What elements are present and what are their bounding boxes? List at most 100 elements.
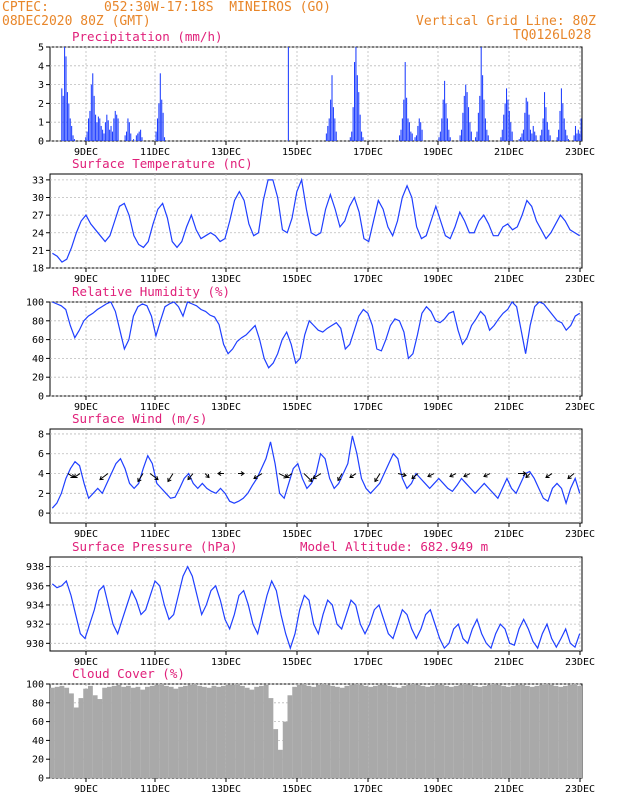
precip-bar xyxy=(444,80,446,141)
precip-bar xyxy=(504,103,506,141)
wind-arrow xyxy=(99,473,109,480)
precip-bar xyxy=(138,131,140,141)
cloud-bar xyxy=(244,687,250,778)
wind-arrow-head xyxy=(312,475,317,480)
precip-bar xyxy=(399,135,401,141)
rh-y-tick-label: 80 xyxy=(32,316,44,327)
temp-x-tick-label: 15DEC xyxy=(282,274,312,285)
precip-bar xyxy=(114,110,116,141)
precip-bar xyxy=(415,135,417,141)
rh-frame xyxy=(49,301,583,397)
precip-bar xyxy=(475,137,477,141)
cloud-bar xyxy=(577,685,583,778)
header-location: 052:30W-17:18S MINEIROS (GO) xyxy=(104,0,331,15)
precip-bar xyxy=(466,92,468,141)
pres-x-tick-label: 17DEC xyxy=(353,657,383,668)
cloud-bar xyxy=(344,685,350,778)
cloud-bar xyxy=(168,686,174,778)
precip-bar xyxy=(573,135,575,141)
wind-arrow xyxy=(545,473,553,478)
header-date: 08DEC2020 80Z (GMT) xyxy=(2,14,151,29)
wind-arrow xyxy=(73,473,81,478)
precip-bar xyxy=(480,47,482,141)
precip-bar xyxy=(438,137,440,141)
precip-x-tick-label: 15DEC xyxy=(282,147,312,158)
rh-line xyxy=(52,301,581,369)
wind-y-tick-label: 0 xyxy=(38,509,44,520)
pres-line xyxy=(51,565,581,651)
cloud-bar xyxy=(320,684,326,778)
precip-bar xyxy=(439,131,441,141)
precip-bar xyxy=(158,103,160,141)
cloud-x-tick-label: 13DEC xyxy=(211,784,241,795)
header-grid-note: Vertical Grid Line: 80Z xyxy=(416,14,597,29)
cloud-bar xyxy=(178,686,184,778)
cloud-bar xyxy=(339,687,345,778)
wind-arrow xyxy=(149,473,159,480)
precip-bar xyxy=(501,129,503,141)
wind-arrow-head xyxy=(525,473,530,479)
wind-arrow xyxy=(427,473,435,477)
cloud-bar xyxy=(173,688,179,778)
wind-y-tick-label: 6 xyxy=(38,449,44,460)
cloud-bar xyxy=(183,685,188,778)
cloud-bar xyxy=(411,684,416,778)
temp-y-tick-label: 21 xyxy=(32,246,44,257)
cloud-bar xyxy=(164,685,169,778)
cloud-x-tick-label: 9DEC xyxy=(74,784,98,795)
cloud-bar xyxy=(192,684,198,778)
wind-line xyxy=(51,435,581,509)
cloud-bar xyxy=(468,684,473,778)
precip-bar xyxy=(549,135,551,141)
precip-bar xyxy=(106,114,108,141)
wind-arrow-head xyxy=(483,473,488,478)
cloud-bar xyxy=(292,686,298,778)
cloud-bar xyxy=(434,684,440,778)
cloud-bar xyxy=(453,685,459,778)
precip-bar xyxy=(130,133,132,141)
wind-arrow-head xyxy=(427,473,432,478)
precip-bar xyxy=(107,120,109,141)
precip-bar xyxy=(358,92,360,141)
precip-bar xyxy=(529,129,531,141)
wind-y-tick-label: 2 xyxy=(38,489,44,500)
cloud-y-tick-label: 20 xyxy=(32,755,44,766)
precip-bar xyxy=(535,135,537,141)
precip-bar xyxy=(448,129,450,141)
cloud-bar xyxy=(301,684,307,778)
cloud-bar xyxy=(430,685,435,778)
precip-bar xyxy=(486,129,488,141)
precip-bar xyxy=(73,139,75,141)
cloud-bar xyxy=(159,684,165,778)
precip-bar xyxy=(418,118,420,141)
cloud-bar xyxy=(368,686,374,778)
precip-bar xyxy=(534,131,536,141)
cloud-bar xyxy=(444,685,450,778)
wind-x-tick-label: 15DEC xyxy=(282,529,312,540)
wind-arrow-head xyxy=(567,474,572,480)
precip-bar xyxy=(401,118,403,141)
precip-bar xyxy=(479,95,481,141)
cloud-bar xyxy=(149,685,155,778)
cloud-bar xyxy=(116,684,122,778)
cloud-bar xyxy=(263,684,269,778)
pres-x-tick-label: 21DEC xyxy=(494,657,524,668)
pres-x-tick-label: 15DEC xyxy=(282,657,312,668)
precip-bar xyxy=(351,131,353,141)
temp-x-tick-label: 17DEC xyxy=(353,274,383,285)
precip-x-tick-label: 9DEC xyxy=(74,147,98,158)
wind-arrow-head xyxy=(411,474,416,480)
precip-bar xyxy=(404,62,406,141)
temp-y-tick-label: 24 xyxy=(32,228,44,239)
wind-arrow xyxy=(285,473,293,478)
precip-bar xyxy=(559,110,561,141)
precip-bar xyxy=(327,125,329,141)
pres-frame xyxy=(49,556,583,652)
precip-bar xyxy=(441,118,443,141)
cloud-x-tick-label: 11DEC xyxy=(140,784,170,795)
cloud-bar xyxy=(254,686,260,778)
precip-bar xyxy=(61,88,63,141)
precip-bar xyxy=(406,97,408,141)
cloud-bar xyxy=(425,686,431,778)
precip-y-tick-label: 1 xyxy=(38,118,44,129)
